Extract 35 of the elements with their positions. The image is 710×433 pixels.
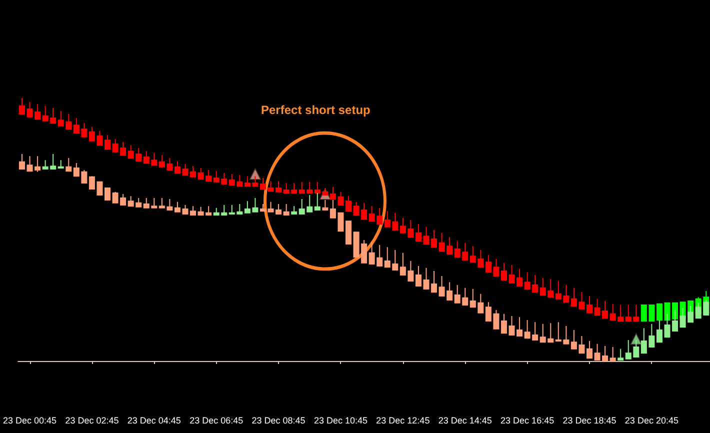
x-tick-label: 23 Dec 14:45 — [438, 416, 492, 426]
candlestick — [431, 270, 438, 293]
candlestick — [291, 206, 298, 214]
candlestick — [174, 201, 180, 212]
x-tick-label: 23 Dec 08:45 — [252, 416, 306, 426]
candlestick — [586, 340, 592, 359]
candlestick — [610, 346, 616, 362]
candlestick — [260, 203, 266, 212]
x-tick-label: 23 Dec 20:45 — [624, 416, 678, 426]
candlestick — [346, 220, 352, 244]
candlestick — [18, 98, 25, 115]
candlestick — [104, 187, 111, 201]
annotation: Perfect short setup — [261, 103, 370, 117]
candlestick — [66, 157, 72, 172]
candlestick — [586, 296, 592, 314]
candlestick — [431, 230, 438, 248]
candlestick — [260, 177, 266, 190]
x-tick-label: 23 Dec 02:45 — [65, 416, 119, 426]
candlestick — [322, 200, 328, 211]
x-tick-label: 23 Dec 12:45 — [376, 416, 430, 426]
candlestick — [58, 160, 64, 168]
x-tick-label: 23 Dec 00:45 — [2, 416, 57, 426]
x-tick-label: 23 Dec 06:45 — [190, 416, 244, 426]
candlestick — [346, 196, 352, 212]
candlestick — [618, 348, 624, 360]
x-tick-label: 23 Dec 10:45 — [314, 416, 368, 426]
candlestick — [500, 262, 507, 280]
candlestick — [18, 154, 25, 170]
x-tick-label: 23 Dec 16:45 — [500, 416, 554, 426]
candlestick — [283, 203, 290, 216]
candlestick — [174, 160, 180, 174]
x-tick-label: 23 Dec 04:45 — [127, 416, 181, 426]
x-tick-label: 23 Dec 18:45 — [562, 416, 616, 426]
candlestick — [104, 134, 111, 150]
candlestick — [500, 313, 507, 334]
